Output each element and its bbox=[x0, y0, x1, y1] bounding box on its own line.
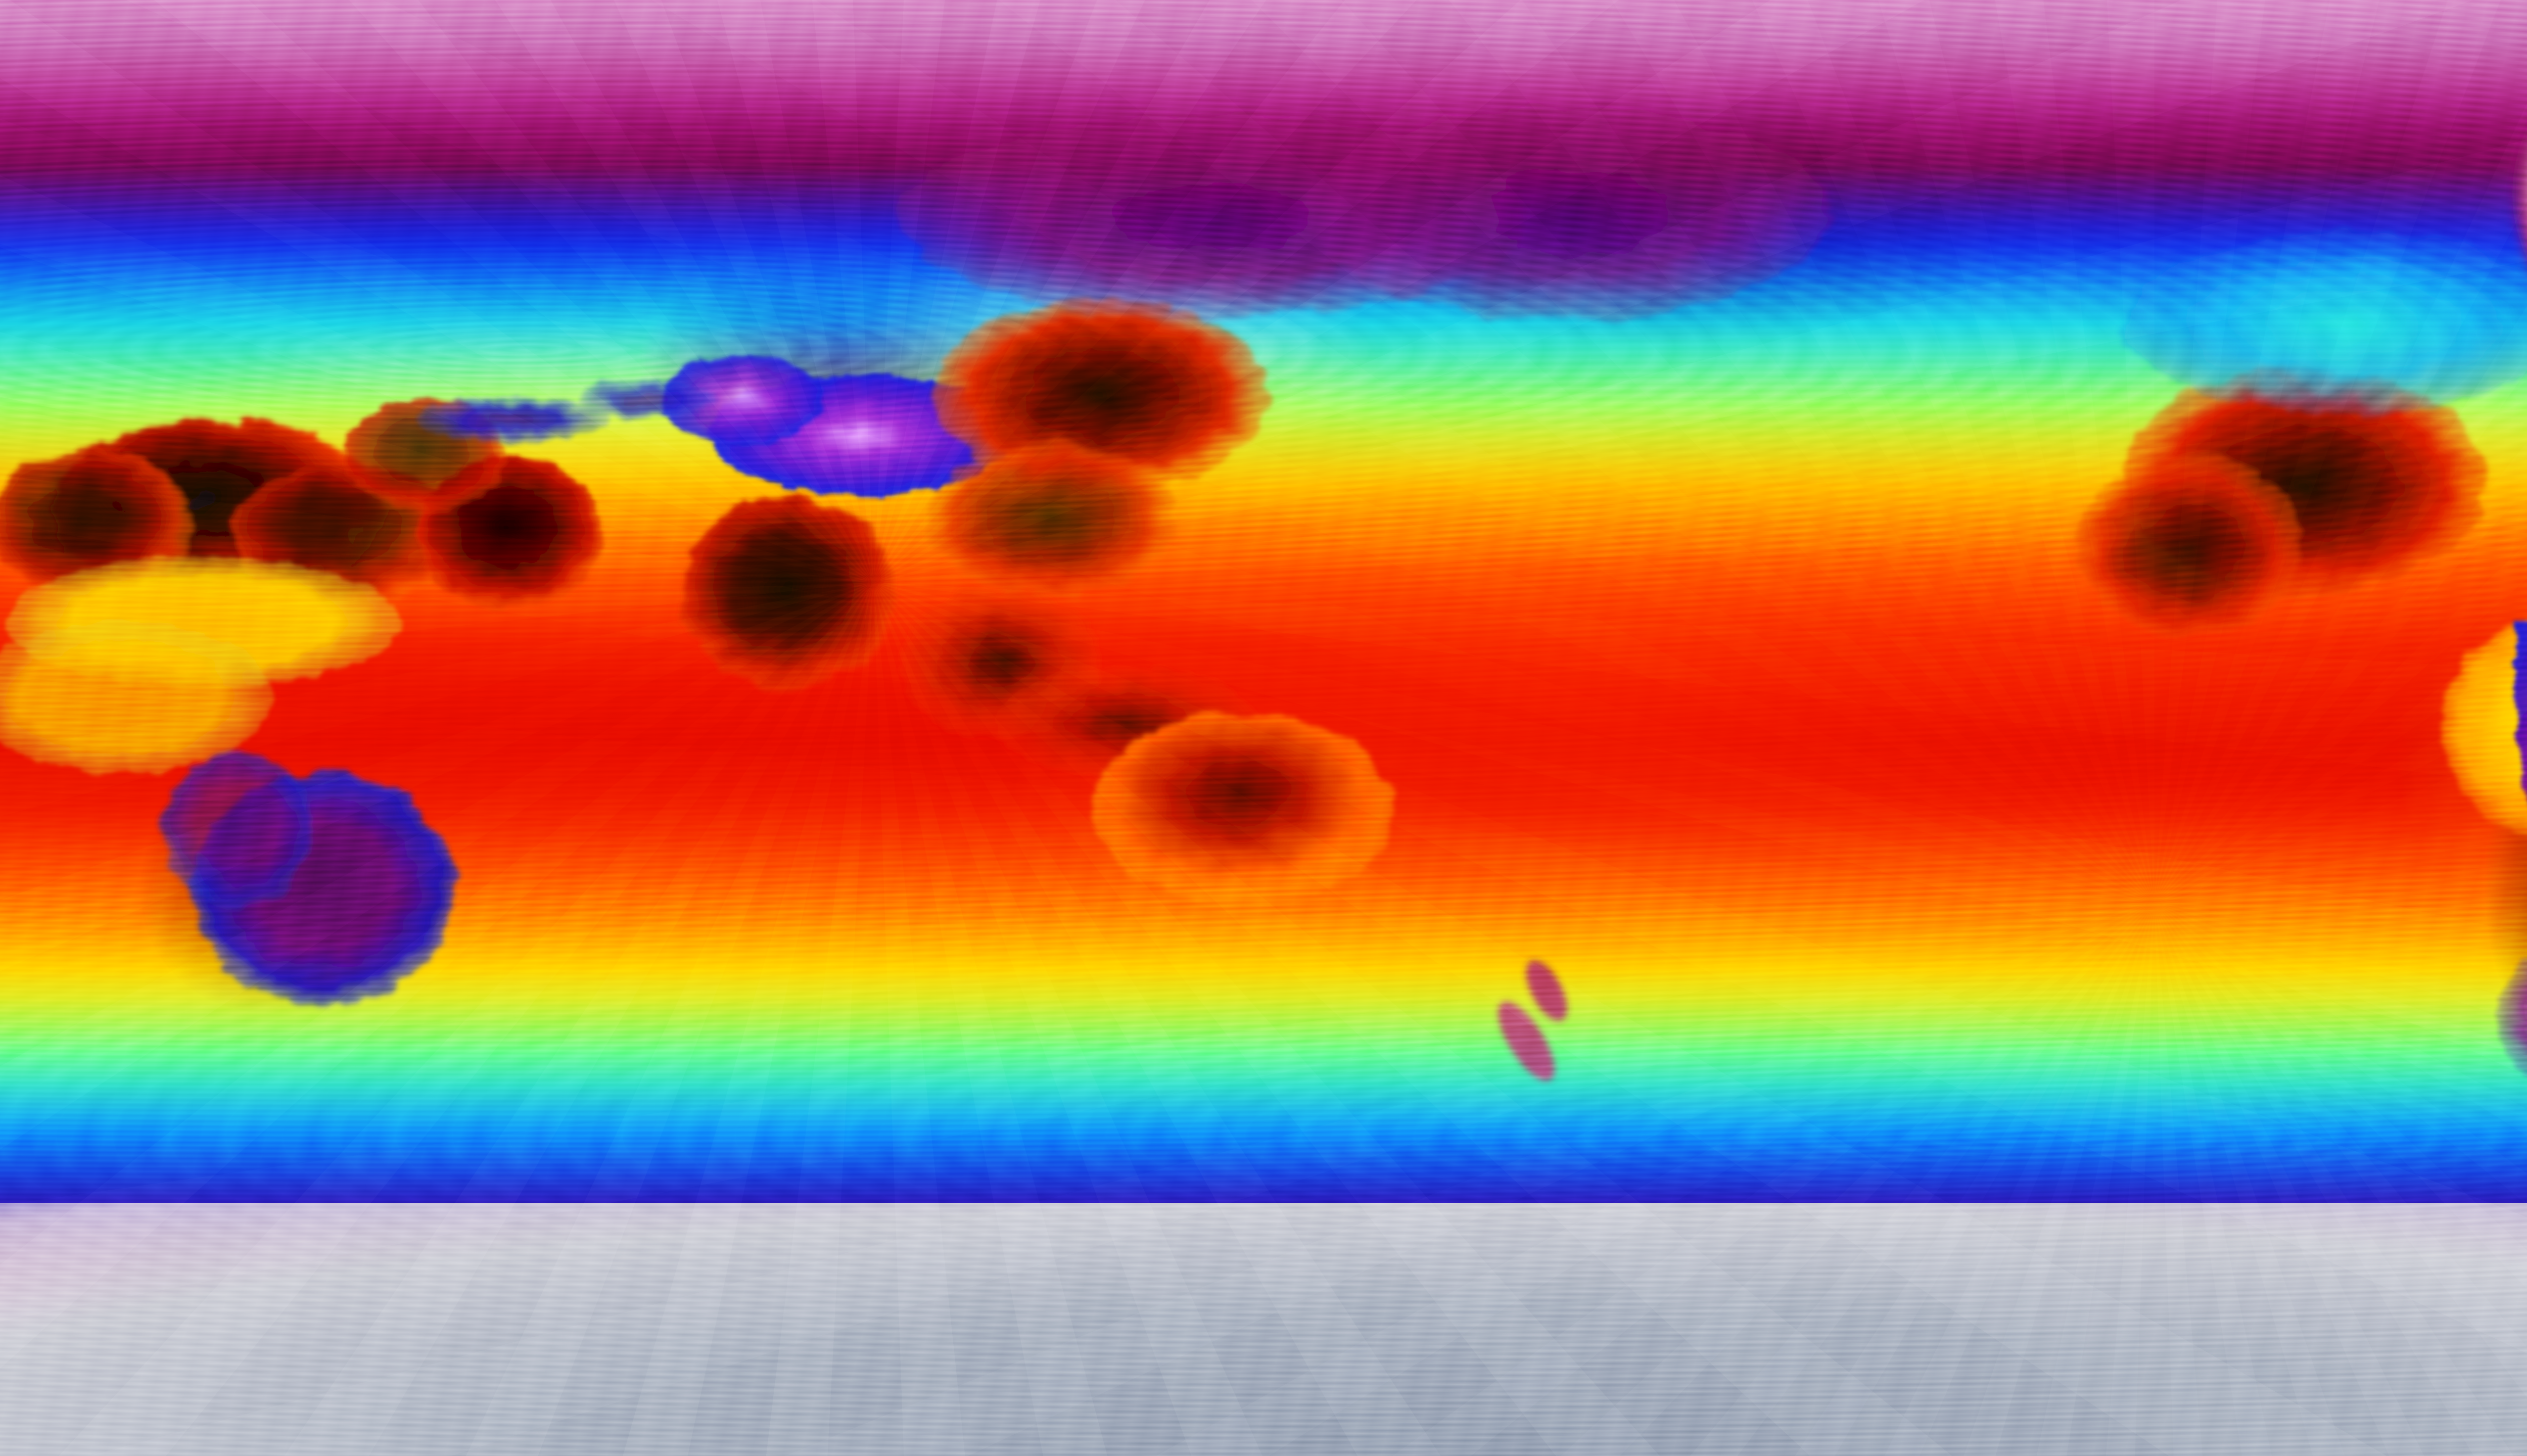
landmass-north-america bbox=[2077, 369, 2487, 637]
landmass-patagonia bbox=[2497, 959, 2527, 1073]
landmass-new-zealand bbox=[1498, 960, 1567, 1081]
landmass-southeast-asia bbox=[900, 586, 1258, 778]
landmass-alps bbox=[414, 379, 718, 442]
landmass-australia bbox=[1092, 713, 1395, 905]
landmass-sahel bbox=[0, 556, 399, 773]
landmass-sahara bbox=[0, 419, 465, 606]
landmass-andes bbox=[2513, 622, 2527, 799]
landmass-east-asia bbox=[925, 298, 1269, 596]
antarctic-ice-cap bbox=[0, 1203, 2527, 1456]
landmass-india bbox=[682, 498, 895, 690]
landmass-siberia bbox=[900, 106, 1830, 318]
greenland-ice-sheet bbox=[2507, 61, 2527, 374]
landmass-southern-africa bbox=[162, 753, 455, 1006]
landmass-canada bbox=[2123, 232, 2527, 414]
landmass-greenland bbox=[2517, 147, 2527, 257]
landmass-arabia bbox=[344, 399, 604, 609]
landmass-amazon bbox=[2441, 620, 2527, 836]
landmass-tibetan-plateau bbox=[662, 354, 1011, 495]
